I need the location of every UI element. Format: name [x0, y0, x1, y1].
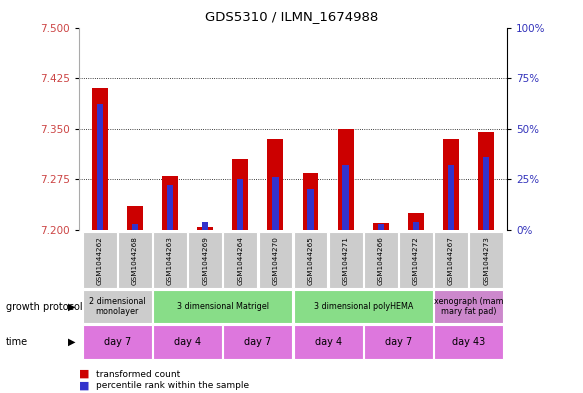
- Text: time: time: [6, 337, 28, 347]
- Text: GSM1044263: GSM1044263: [167, 236, 173, 285]
- Bar: [83, 325, 152, 358]
- Bar: [478, 132, 494, 230]
- Bar: [408, 213, 424, 230]
- Bar: [153, 232, 187, 288]
- Bar: [153, 325, 222, 358]
- Text: GSM1044266: GSM1044266: [378, 236, 384, 285]
- Bar: [434, 232, 468, 288]
- Text: 2 dimensional
monolayer: 2 dimensional monolayer: [89, 297, 146, 316]
- Bar: [132, 224, 138, 230]
- Bar: [443, 139, 459, 230]
- Text: growth protocol: growth protocol: [6, 301, 82, 312]
- Text: GSM1044270: GSM1044270: [272, 236, 279, 285]
- Text: ▶: ▶: [68, 301, 75, 312]
- Bar: [237, 179, 244, 230]
- Bar: [329, 232, 363, 288]
- Text: GSM1044269: GSM1044269: [202, 236, 208, 285]
- Text: GDS5310 / ILMN_1674988: GDS5310 / ILMN_1674988: [205, 10, 378, 23]
- Bar: [469, 232, 503, 288]
- Text: GSM1044264: GSM1044264: [237, 236, 243, 285]
- Text: percentile rank within the sample: percentile rank within the sample: [96, 382, 250, 390]
- Text: GSM1044273: GSM1044273: [483, 236, 489, 285]
- Bar: [202, 222, 208, 230]
- Text: 3 dimensional polyHEMA: 3 dimensional polyHEMA: [314, 302, 413, 311]
- Bar: [364, 325, 433, 358]
- Bar: [378, 224, 384, 230]
- Text: GSM1044262: GSM1044262: [97, 236, 103, 285]
- Bar: [153, 290, 292, 323]
- Bar: [127, 206, 143, 230]
- Bar: [338, 129, 353, 230]
- Text: day 4: day 4: [314, 337, 342, 347]
- Text: transformed count: transformed count: [96, 370, 181, 378]
- Text: ■: ■: [79, 381, 89, 391]
- Bar: [97, 105, 103, 230]
- Bar: [294, 290, 433, 323]
- Text: GSM1044271: GSM1044271: [343, 236, 349, 285]
- Bar: [294, 232, 328, 288]
- Bar: [233, 159, 248, 230]
- Bar: [167, 185, 173, 230]
- Text: day 7: day 7: [385, 337, 412, 347]
- Bar: [162, 176, 178, 230]
- Bar: [92, 88, 108, 230]
- Bar: [268, 139, 283, 230]
- Bar: [303, 173, 318, 230]
- Text: GSM1044272: GSM1044272: [413, 236, 419, 285]
- Bar: [413, 222, 419, 230]
- Bar: [83, 232, 117, 288]
- Bar: [118, 232, 152, 288]
- Bar: [223, 232, 257, 288]
- Text: day 4: day 4: [174, 337, 201, 347]
- Bar: [399, 232, 433, 288]
- Text: ▶: ▶: [68, 337, 75, 347]
- Bar: [307, 189, 314, 230]
- Bar: [434, 325, 503, 358]
- Bar: [83, 290, 152, 323]
- Bar: [197, 226, 213, 230]
- Bar: [258, 232, 292, 288]
- Bar: [434, 290, 503, 323]
- Text: xenograph (mam
mary fat pad): xenograph (mam mary fat pad): [434, 297, 503, 316]
- Bar: [272, 177, 279, 230]
- Text: 3 dimensional Matrigel: 3 dimensional Matrigel: [177, 302, 269, 311]
- Bar: [342, 165, 349, 230]
- Bar: [364, 232, 398, 288]
- Bar: [294, 325, 363, 358]
- Text: GSM1044265: GSM1044265: [307, 236, 314, 285]
- Text: day 7: day 7: [104, 337, 131, 347]
- Bar: [373, 223, 389, 230]
- Text: ■: ■: [79, 369, 89, 379]
- Bar: [188, 232, 222, 288]
- Bar: [223, 325, 292, 358]
- Bar: [448, 165, 454, 230]
- Text: day 43: day 43: [452, 337, 485, 347]
- Text: GSM1044268: GSM1044268: [132, 236, 138, 285]
- Bar: [483, 157, 489, 230]
- Text: GSM1044267: GSM1044267: [448, 236, 454, 285]
- Text: day 7: day 7: [244, 337, 272, 347]
